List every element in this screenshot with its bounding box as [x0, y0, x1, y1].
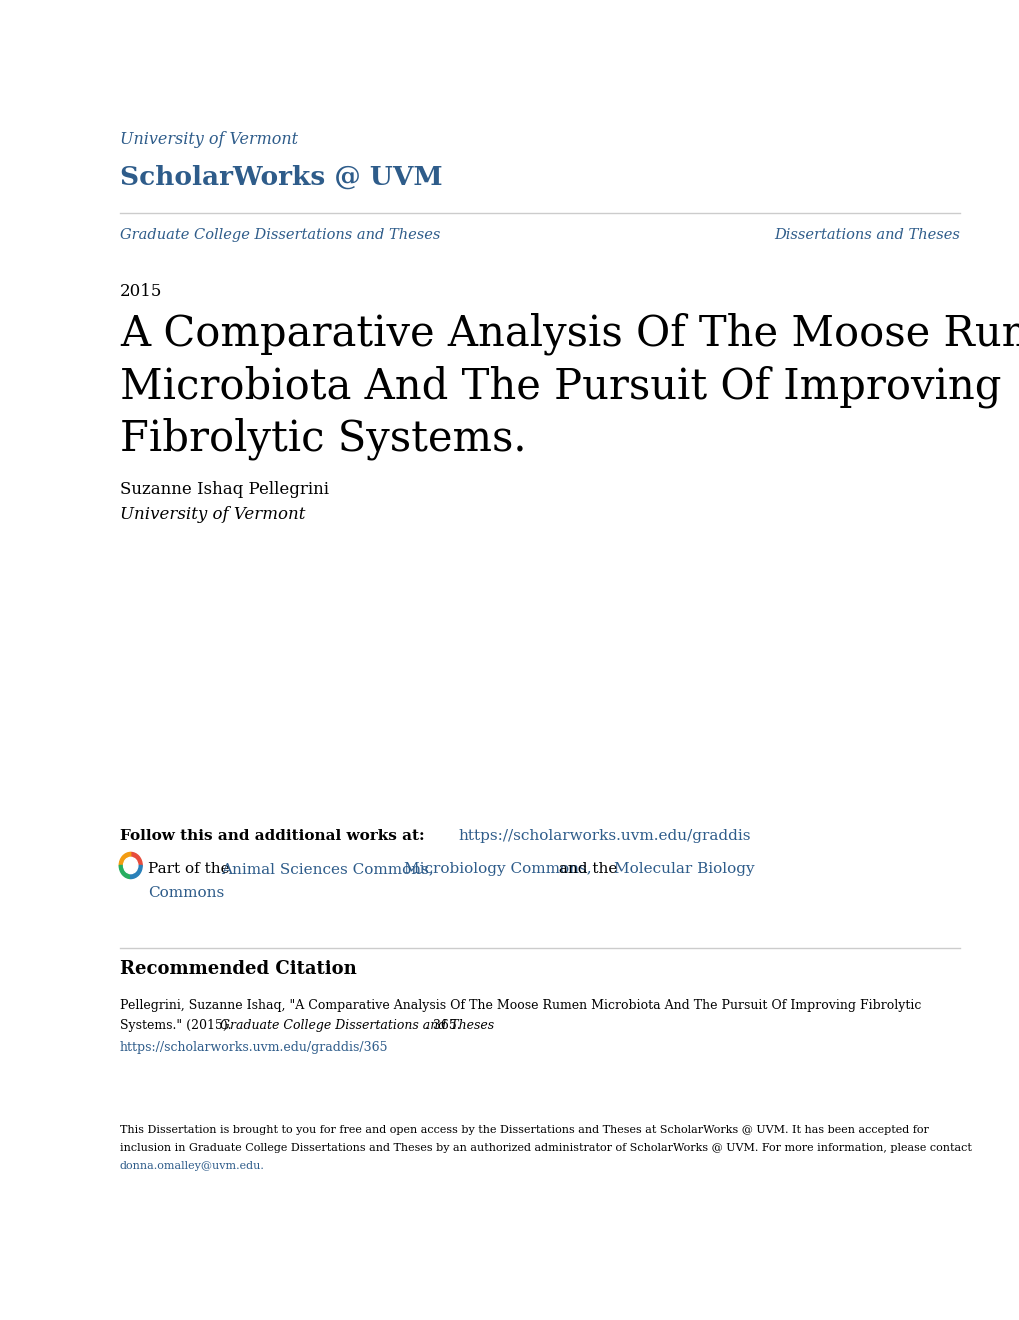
Text: University of Vermont: University of Vermont: [120, 506, 305, 523]
Text: Recommended Citation: Recommended Citation: [120, 960, 357, 978]
Text: Microbiology Commons,: Microbiology Commons,: [404, 862, 591, 876]
Text: and the: and the: [553, 862, 622, 876]
Wedge shape: [130, 853, 142, 866]
Wedge shape: [130, 866, 142, 879]
Text: A Comparative Analysis Of The Moose Rumen: A Comparative Analysis Of The Moose Rume…: [120, 313, 1019, 355]
Text: Systems." (2015).: Systems." (2015).: [120, 1019, 235, 1032]
Text: Microbiota And The Pursuit Of Improving: Microbiota And The Pursuit Of Improving: [120, 366, 1001, 408]
Text: Pellegrini, Suzanne Ishaq, "A Comparative Analysis Of The Moose Rumen Microbiota: Pellegrini, Suzanne Ishaq, "A Comparativ…: [120, 999, 920, 1012]
Text: https://scholarworks.uvm.edu/graddis: https://scholarworks.uvm.edu/graddis: [458, 829, 750, 843]
Text: Graduate College Dissertations and Theses: Graduate College Dissertations and These…: [220, 1019, 493, 1032]
Text: Part of the: Part of the: [148, 862, 234, 876]
Text: donna.omalley@uvm.edu.: donna.omalley@uvm.edu.: [120, 1162, 265, 1171]
Text: inclusion in Graduate College Dissertations and Theses by an authorized administ: inclusion in Graduate College Dissertati…: [120, 1143, 971, 1152]
Text: This Dissertation is brought to you for free and open access by the Dissertation: This Dissertation is brought to you for …: [120, 1125, 928, 1135]
Wedge shape: [119, 853, 130, 866]
Text: . 365.: . 365.: [425, 1019, 461, 1032]
Wedge shape: [119, 866, 130, 879]
Text: ScholarWorks @ UVM: ScholarWorks @ UVM: [120, 165, 442, 190]
Text: 2015: 2015: [120, 282, 162, 300]
Text: Molecular Biology: Molecular Biology: [613, 862, 754, 876]
Text: Suzanne Ishaq Pellegrini: Suzanne Ishaq Pellegrini: [120, 480, 329, 498]
Text: Animal Sciences Commons,: Animal Sciences Commons,: [221, 862, 433, 876]
Text: Graduate College Dissertations and Theses: Graduate College Dissertations and These…: [120, 228, 440, 242]
Circle shape: [123, 858, 138, 874]
Text: Follow this and additional works at:: Follow this and additional works at:: [120, 829, 424, 843]
Text: Fibrolytic Systems.: Fibrolytic Systems.: [120, 417, 526, 459]
Text: Dissertations and Theses: Dissertations and Theses: [773, 228, 959, 242]
Text: https://scholarworks.uvm.edu/graddis/365: https://scholarworks.uvm.edu/graddis/365: [120, 1041, 388, 1053]
Text: University of Vermont: University of Vermont: [120, 131, 298, 148]
Text: Commons: Commons: [148, 886, 224, 900]
